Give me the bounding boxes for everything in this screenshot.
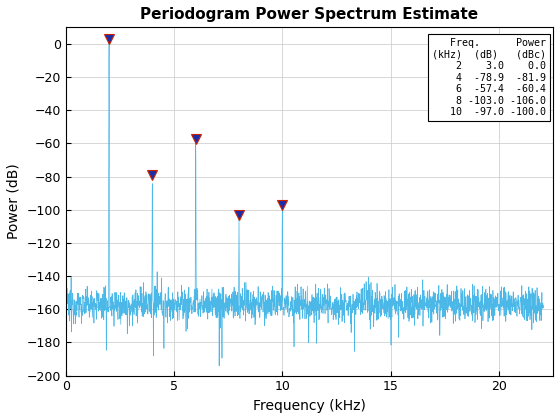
Y-axis label: Power (dB): Power (dB) [7, 163, 21, 239]
Title: Periodogram Power Spectrum Estimate: Periodogram Power Spectrum Estimate [141, 7, 478, 22]
Text: Freq.      Power
(kHz)  (dB)   (dBc)
    2    3.0    0.0
    4  -78.9  -81.9
   : Freq. Power (kHz) (dB) (dBc) 2 3.0 0.0 4… [432, 38, 546, 117]
X-axis label: Frequency (kHz): Frequency (kHz) [253, 399, 366, 413]
